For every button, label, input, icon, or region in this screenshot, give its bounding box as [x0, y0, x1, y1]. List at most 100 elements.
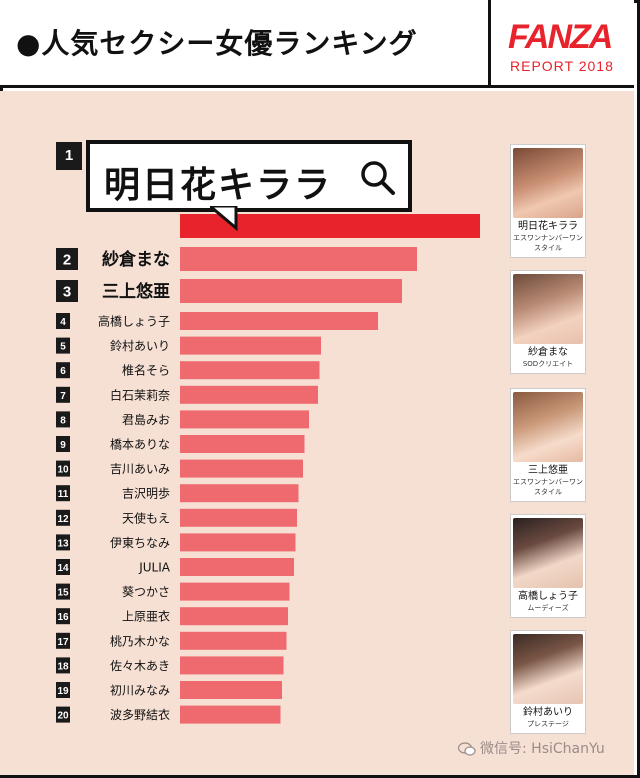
- rank-badge: [56, 248, 78, 270]
- rank-label: 13: [57, 538, 69, 549]
- rank-label: 12: [57, 514, 69, 525]
- bar: [180, 336, 321, 355]
- bar: [180, 558, 294, 576]
- category-label: 葵つかさ: [122, 585, 170, 599]
- rank-badge: [56, 485, 70, 502]
- bar: [180, 607, 288, 626]
- bar: [180, 582, 290, 601]
- actress-photo: [513, 634, 583, 704]
- header: ●人気セクシー女優ランキング FANZA REPORT 2018: [0, 0, 634, 88]
- rank-label: 10: [57, 465, 69, 476]
- bar: [180, 533, 296, 552]
- rank-label: 20: [57, 711, 69, 722]
- rank-1-badge: 1: [56, 142, 82, 170]
- watermark-text: 微信号: HsiChanYu: [480, 741, 605, 757]
- actress-card-name: 高橋しょう子: [518, 591, 578, 602]
- rank-label: 9: [60, 440, 66, 451]
- actress-photo: [513, 518, 583, 588]
- bar: [180, 312, 378, 330]
- actress-card: 鈴村あいり プレステージ: [510, 630, 586, 734]
- rank-label: 19: [57, 686, 69, 697]
- bar: [180, 459, 303, 478]
- actress-card-name: 明日花キララ: [518, 221, 578, 232]
- search-icon: [361, 161, 395, 195]
- category-label: 吉川あいみ: [110, 462, 170, 476]
- actress-card: 三上悠亜 エスワンナンバーワン スタイル: [510, 388, 586, 502]
- bar: [180, 247, 417, 271]
- category-label: 三上悠亜: [102, 281, 170, 302]
- actress-card: 高橋しょう子 ムーディーズ: [510, 514, 586, 618]
- rank-label: 15: [57, 588, 69, 599]
- actress-photo: [513, 274, 583, 344]
- bar: [180, 385, 318, 404]
- category-label: 高橋しょう子: [98, 314, 170, 329]
- category-label: 椎名そら: [122, 363, 170, 378]
- category-label: 君島みお: [122, 412, 170, 427]
- watermark: 微信号: HsiChanYu: [458, 738, 605, 758]
- search-box-pointer: [210, 206, 238, 232]
- bar: [180, 435, 305, 453]
- category-label: 桃乃木かな: [110, 633, 170, 648]
- category-label: 初川みなみ: [110, 684, 170, 698]
- rank-label: 18: [57, 661, 69, 672]
- rank-badge: [56, 386, 70, 403]
- actress-card-studio: エスワンナンバーワン スタイル: [513, 234, 583, 252]
- rank-badge: [56, 559, 70, 575]
- search-box: 明日花キララ: [86, 140, 412, 212]
- rank-badge: [56, 534, 70, 551]
- category-label: 紗倉まな: [102, 249, 170, 270]
- category-label: 波多野結衣: [110, 707, 170, 722]
- rank-label: 11: [58, 489, 69, 500]
- category-label: 伊東ちなみ: [110, 536, 170, 550]
- category-label: 白石茉莉奈: [110, 387, 170, 402]
- rank-badge: [56, 583, 70, 600]
- bar: [180, 656, 284, 675]
- rank-badge: [56, 337, 70, 354]
- actress-photo: [513, 392, 583, 462]
- actress-card-studio: プレステージ: [527, 720, 569, 728]
- rank-label: 2: [63, 252, 71, 269]
- actress-card-studio: ムーディーズ: [527, 604, 569, 612]
- category-label: 上原亜衣: [122, 609, 170, 624]
- rank-label: 8: [60, 415, 66, 426]
- bar: [180, 361, 320, 380]
- bar: [180, 681, 282, 699]
- rank-label: 16: [57, 612, 69, 623]
- rank-label: 14: [57, 563, 69, 574]
- actress-photo: [513, 148, 583, 218]
- brand-logo: FANZA: [508, 18, 613, 56]
- rank-label: 6: [60, 366, 66, 377]
- rank-badge: [56, 436, 70, 452]
- rank-badge: [56, 632, 70, 649]
- rank-badge: [56, 608, 70, 625]
- bar: [180, 279, 402, 303]
- category-label: 天使もえ: [122, 510, 170, 525]
- wechat-icon: [458, 742, 476, 756]
- rank-badge: [56, 509, 70, 526]
- bar: [180, 484, 299, 503]
- rank-badge: [56, 682, 70, 698]
- rank-label: 3: [63, 284, 71, 301]
- category-label: JULIA: [138, 561, 171, 575]
- rank-label: 4: [60, 317, 66, 328]
- bar: [180, 631, 287, 650]
- actress-card: 紗倉まな SODクリエイト: [510, 270, 586, 374]
- category-label: 佐々木あき: [110, 659, 170, 673]
- category-label: 吉沢明歩: [122, 486, 170, 501]
- rank-badge: [56, 657, 70, 674]
- category-label: 鈴村あいり: [110, 338, 170, 353]
- rank-label: 17: [57, 637, 69, 648]
- bar: [180, 705, 281, 724]
- category-label: 橋本ありな: [110, 438, 170, 452]
- actress-card-name: 紗倉まな: [528, 347, 568, 358]
- rank-badge: [56, 313, 70, 329]
- actress-card: 明日花キララ エスワンナンバーワン スタイル: [510, 144, 586, 258]
- rank-badge: [56, 362, 70, 379]
- search-box-text: 明日花キララ: [104, 165, 333, 206]
- rank-badge: [56, 411, 70, 428]
- page-title: ●人気セクシー女優ランキング: [16, 27, 418, 60]
- header-divider: [488, 0, 491, 88]
- rank-label: 5: [60, 342, 66, 353]
- rank-badge: [56, 280, 78, 302]
